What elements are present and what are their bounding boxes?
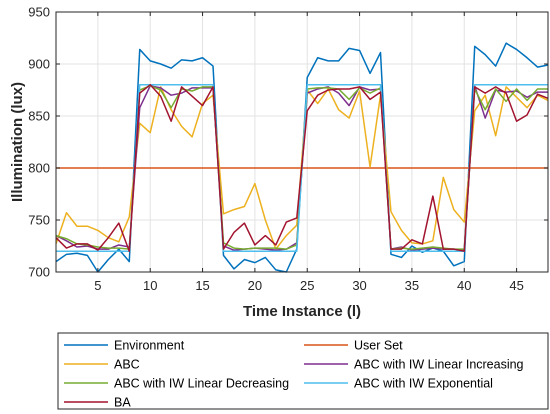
y-tick-label: 750 (28, 213, 50, 228)
y-axis-title: Illumination (lux) (9, 82, 26, 202)
y-tick-label: 900 (28, 57, 50, 72)
y-tick-label: 800 (28, 161, 50, 176)
legend-label: ABC with IW Exponential (354, 377, 493, 391)
legend-label: ABC (114, 358, 140, 372)
x-axis-title: Time Instance (l) (243, 303, 361, 320)
series-layer (55, 42, 549, 273)
legend-label: Environment (114, 339, 185, 353)
legend: Environment User Set ABC ABC with IW Linear… (64, 339, 524, 410)
x-tick-label: 10 (143, 278, 157, 293)
x-tick-label: 15 (195, 278, 209, 293)
legend-label: ABC with IW Linear Decreasing (114, 377, 289, 391)
legend-label: User Set (354, 339, 403, 353)
y-tick-label: 850 (28, 109, 50, 124)
x-tick-label: 30 (352, 278, 366, 293)
x-axis-ticks: 5 10 15 20 25 30 35 40 45 (94, 12, 524, 293)
x-tick-label: 5 (94, 278, 101, 293)
y-tick-label: 950 (28, 5, 50, 20)
series-line-ba (55, 84, 549, 252)
x-tick-label: 40 (457, 278, 471, 293)
x-tick-label: 35 (405, 278, 419, 293)
y-axis-ticks: 700 750 800 850 900 950 (28, 5, 548, 280)
plot-frame (55, 11, 549, 273)
legend-label: BA (114, 396, 131, 410)
x-tick-label: 45 (509, 278, 523, 293)
x-tick-label: 20 (248, 278, 262, 293)
legend-label: ABC with IW Linear Increasing (354, 358, 524, 372)
legend-box (57, 332, 549, 410)
y-tick-label: 700 (28, 265, 50, 280)
x-tick-label: 25 (300, 278, 314, 293)
